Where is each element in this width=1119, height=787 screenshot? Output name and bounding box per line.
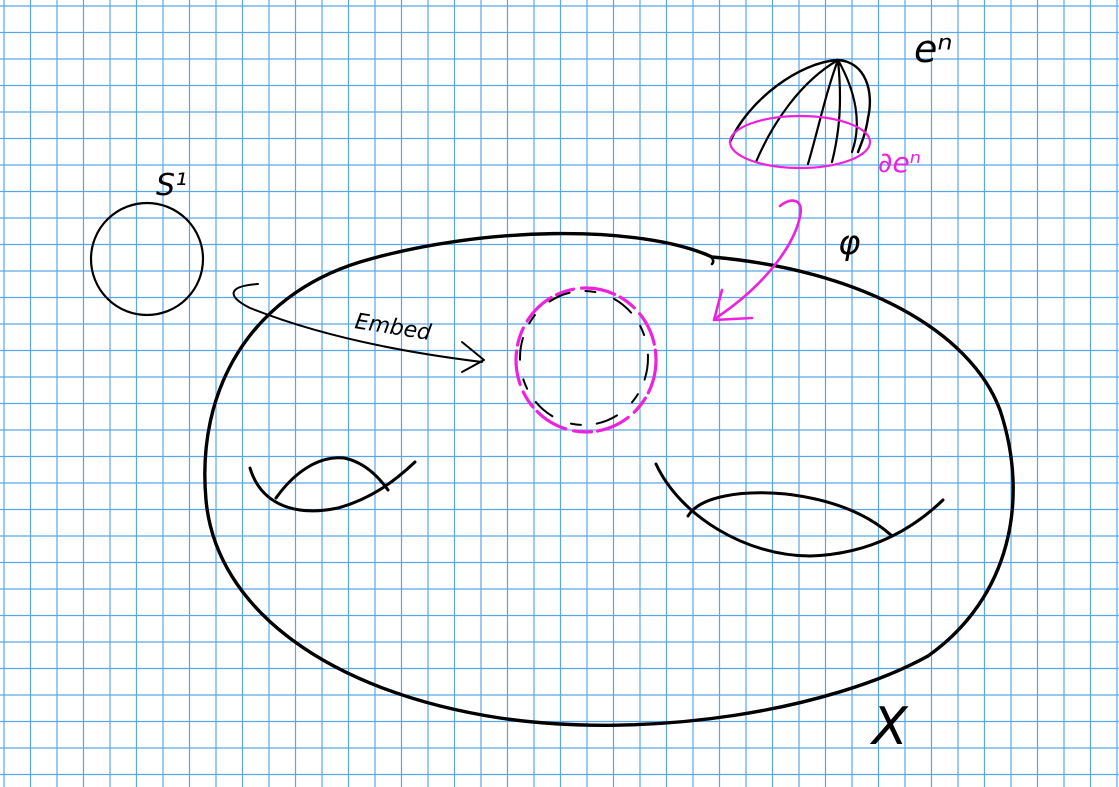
left-hole-lower-curve: [248, 460, 417, 513]
attaching-map-label: φ: [838, 223, 861, 263]
circle-s1-label: S¹: [156, 168, 187, 203]
attaching-map: φ: [712, 199, 861, 322]
space-x-label: X: [869, 697, 909, 757]
embed-label: Embed: [353, 309, 434, 346]
surface-outline: [203, 231, 1015, 727]
attaching-map-arrow-shaft: [714, 199, 803, 320]
embedded-circle-pink: [514, 286, 658, 434]
cell-boundary-ellipse: [728, 114, 872, 170]
right-hole-lower-curve: [654, 462, 945, 558]
circle-s1-shape: [89, 201, 205, 317]
cell-en-label: eⁿ: [914, 27, 953, 71]
embed-arrow-head: [461, 341, 485, 373]
cell-boundary-label: ∂eⁿ: [878, 146, 921, 179]
right-hole-upper-curve: [686, 491, 894, 538]
embed-arrow-shaft: [232, 283, 483, 363]
surface-outline-overlap: [698, 250, 715, 266]
embedded-circle-black: [519, 290, 649, 426]
cell-en: eⁿ ∂eⁿ: [728, 27, 953, 179]
cell-meridians: [754, 58, 858, 166]
left-hole-upper-curve: [274, 456, 390, 500]
surface-x: X: [203, 231, 1015, 757]
attaching-map-arrow-head: [712, 288, 754, 322]
circle-s1: S¹: [89, 168, 205, 317]
embedded-circle: [514, 286, 658, 434]
